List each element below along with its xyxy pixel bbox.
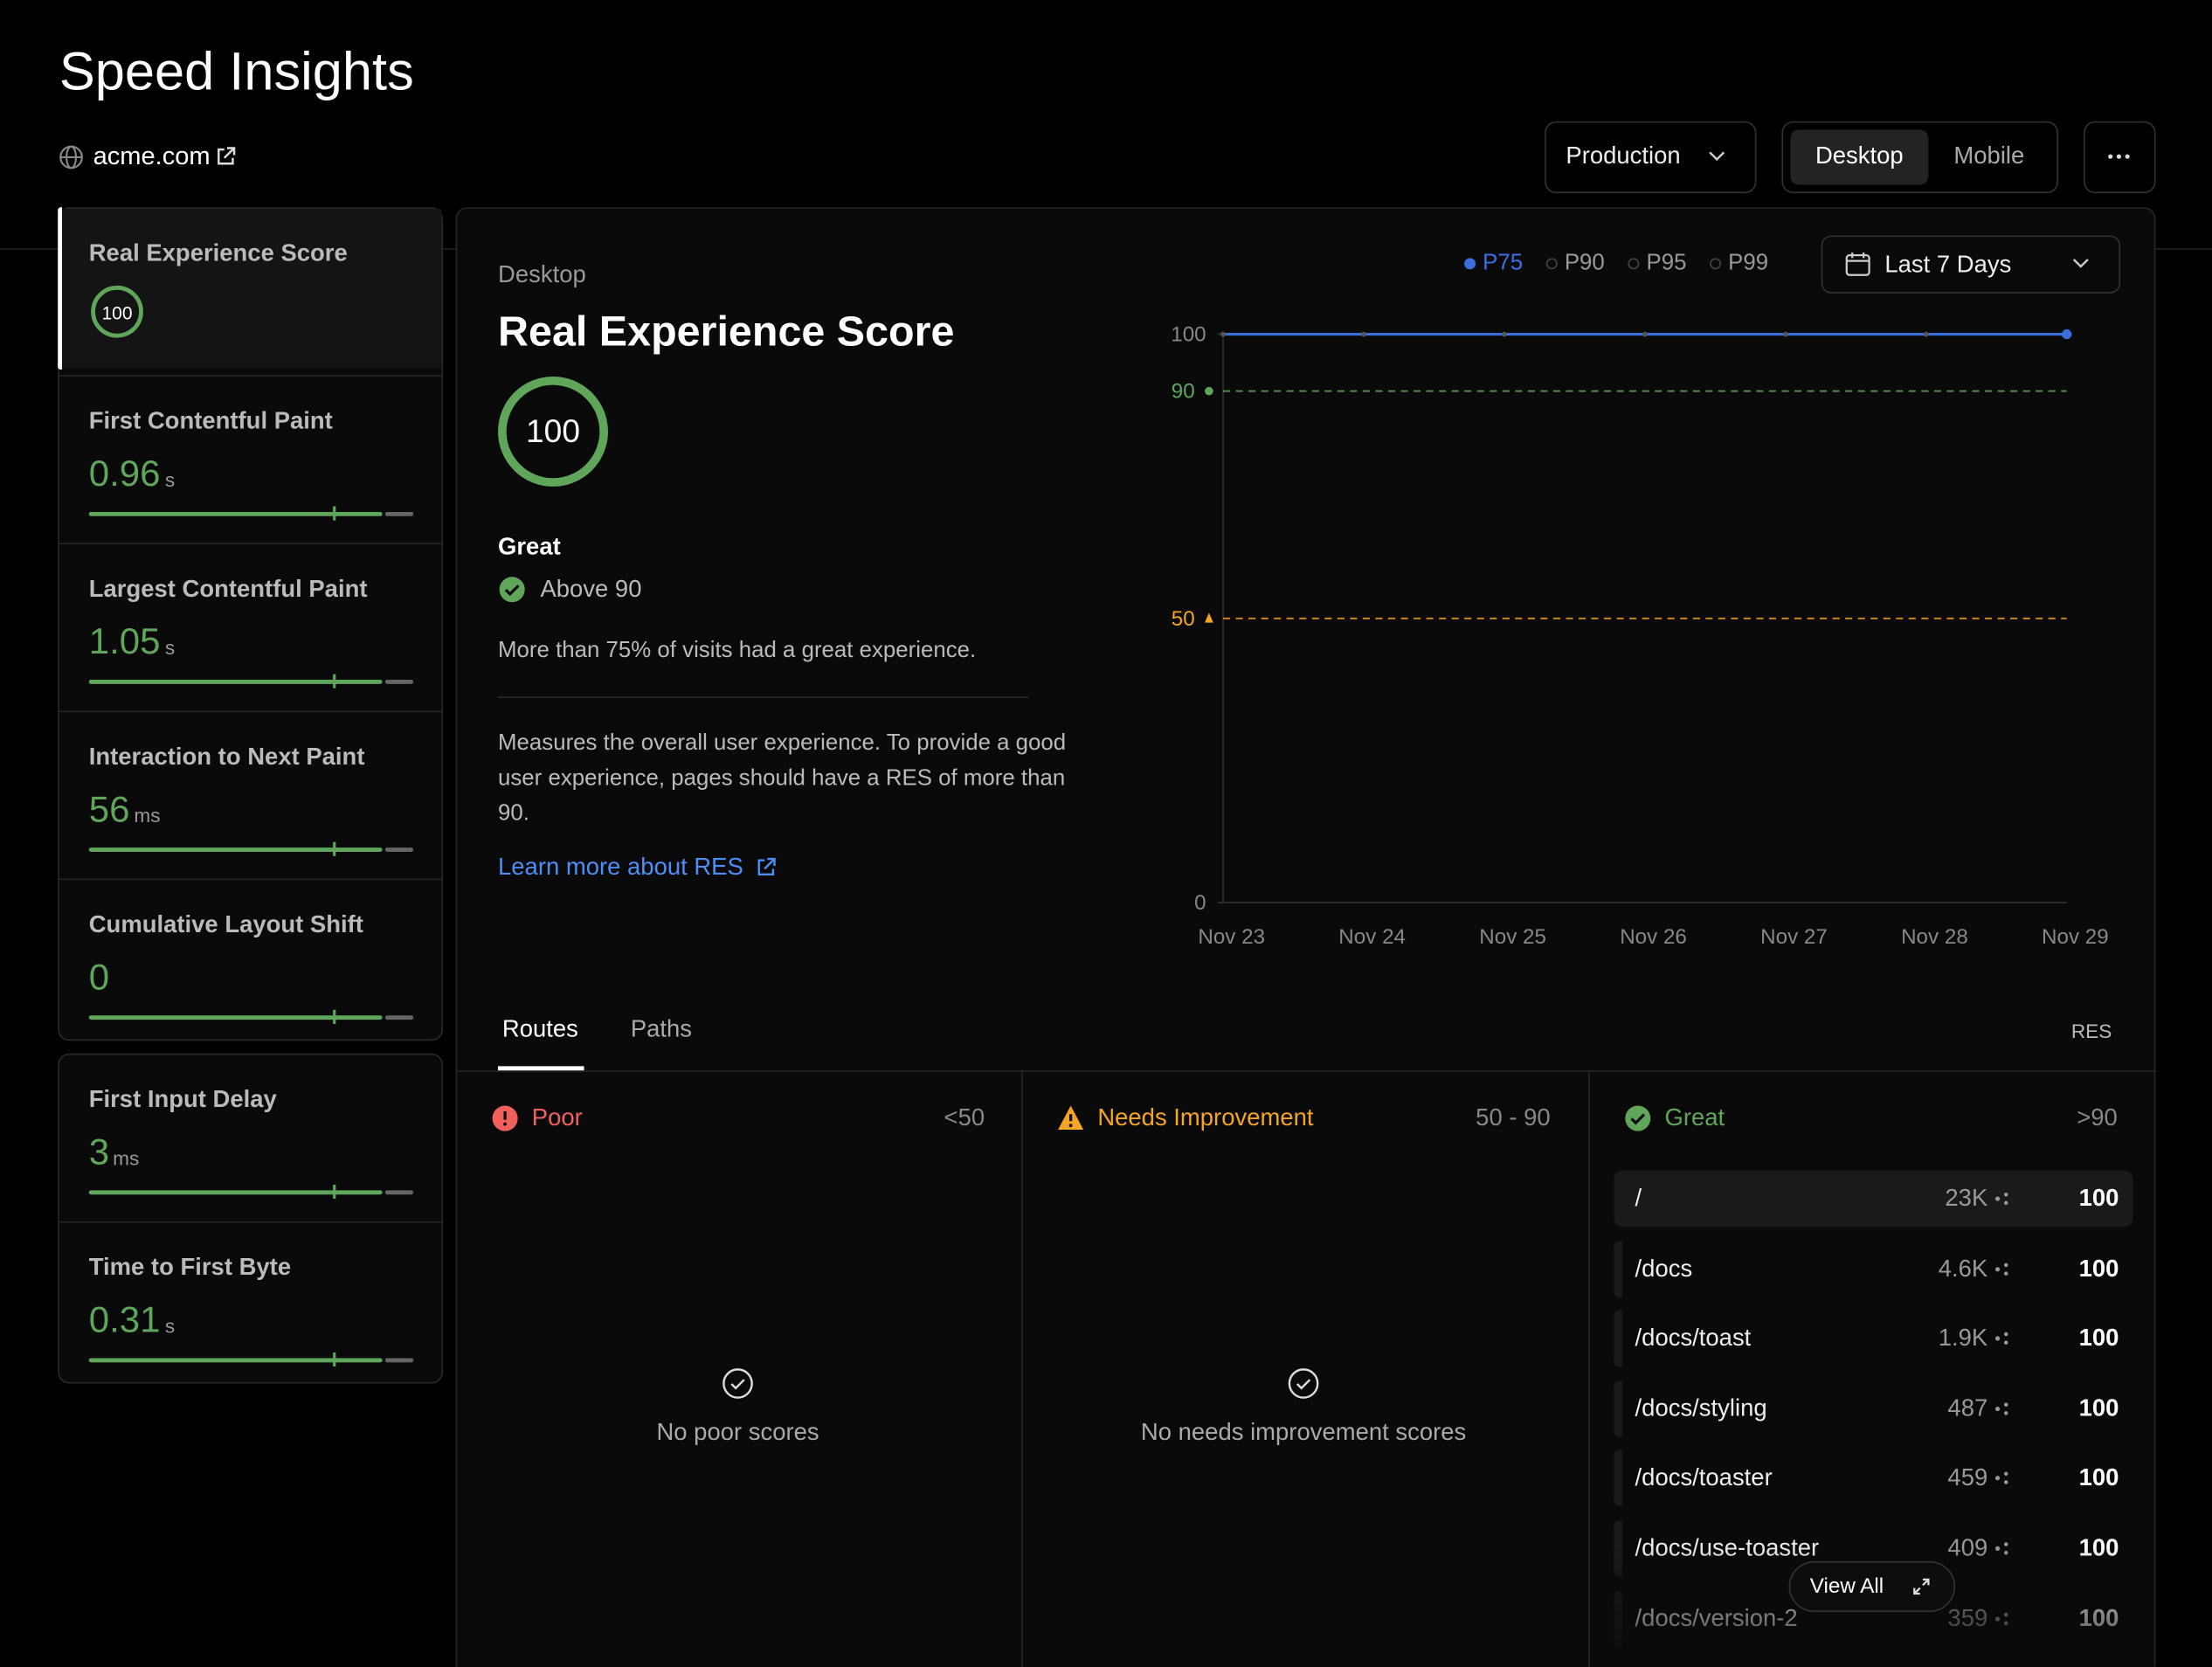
threshold-label: 90 [1172,380,1195,404]
threshold-marker [1205,612,1213,622]
y-tick-label: 0 [1194,891,1206,915]
route-visits: 459 [1947,1464,1987,1492]
route-score: 100 [2079,1325,2119,1352]
route-visits: 4.6K [1939,1255,1987,1283]
route-score: 100 [2079,1255,2119,1283]
series-point [1783,332,1788,337]
x-tick-label: Nov 29 [2042,925,2109,949]
empty-state: No poor scores [656,1419,819,1447]
series-point [1502,332,1507,337]
route-path[interactable]: /docs/toaster [1635,1464,1773,1492]
route-row-tab [1614,1450,1622,1507]
series-point [1361,332,1366,337]
visits-icon [1994,1401,2010,1417]
empty-state: No needs improvement scores [1141,1419,1466,1447]
threshold-label: 50 [1172,607,1195,631]
route-score: 100 [2079,1185,2119,1213]
route-path[interactable]: /docs [1635,1255,1693,1283]
x-tick-label: Nov 26 [1620,925,1687,949]
route-visits: 1.9K [1939,1325,1987,1352]
view-all-label[interactable]: View All [1810,1574,1884,1598]
x-tick-label: Nov 23 [1198,925,1265,949]
x-tick-label: Nov 28 [1901,925,1968,949]
bucket-range: <50 [944,1104,985,1132]
route-row-tab [1614,1241,1622,1297]
route-path[interactable]: /docs/styling [1635,1394,1767,1422]
route-score: 100 [2079,1464,2119,1492]
bucket-range: 50 - 90 [1476,1104,1550,1132]
visits-icon [1994,1470,2010,1487]
poor-icon [491,1104,519,1132]
route-row-bg [1614,1171,2133,1228]
visits-icon [1994,1330,2010,1346]
route-path[interactable]: /docs/toast [1635,1325,1752,1352]
x-tick-label: Nov 25 [1479,925,1546,949]
tab[interactable]: Paths [631,1015,692,1043]
tab[interactable]: Routes [502,1015,578,1043]
bucket-name: Poor [532,1104,583,1132]
route-visits: 23K [1945,1185,1987,1213]
threshold-marker [1205,387,1213,396]
series-point [1924,332,1929,337]
expand-icon [1911,1577,1932,1597]
bucket-range: >90 [2077,1104,2118,1132]
warning-icon [1056,1104,1084,1132]
route-row-tab [1614,1380,1622,1437]
y-tick-label: 100 [1171,323,1206,347]
route-score: 100 [2079,1394,2119,1422]
visits-icon [1994,1260,2010,1276]
empty-icon [722,1368,754,1400]
series-point [1220,332,1226,337]
route-path[interactable]: / [1635,1185,1642,1213]
series-point [1642,332,1648,337]
x-tick-label: Nov 24 [1338,925,1406,949]
route-visits: 487 [1947,1394,1987,1422]
check-icon [1624,1104,1652,1132]
visits-icon [1994,1190,2010,1207]
bucket-name: Great [1664,1104,1725,1132]
empty-icon [1288,1368,1319,1400]
bucket-name: Needs Improvement [1097,1104,1313,1132]
route-row-tab [1614,1311,1622,1367]
x-tick-label: Nov 27 [1760,925,1828,949]
series-point [2062,329,2071,339]
metric-label: RES [2071,1020,2112,1042]
